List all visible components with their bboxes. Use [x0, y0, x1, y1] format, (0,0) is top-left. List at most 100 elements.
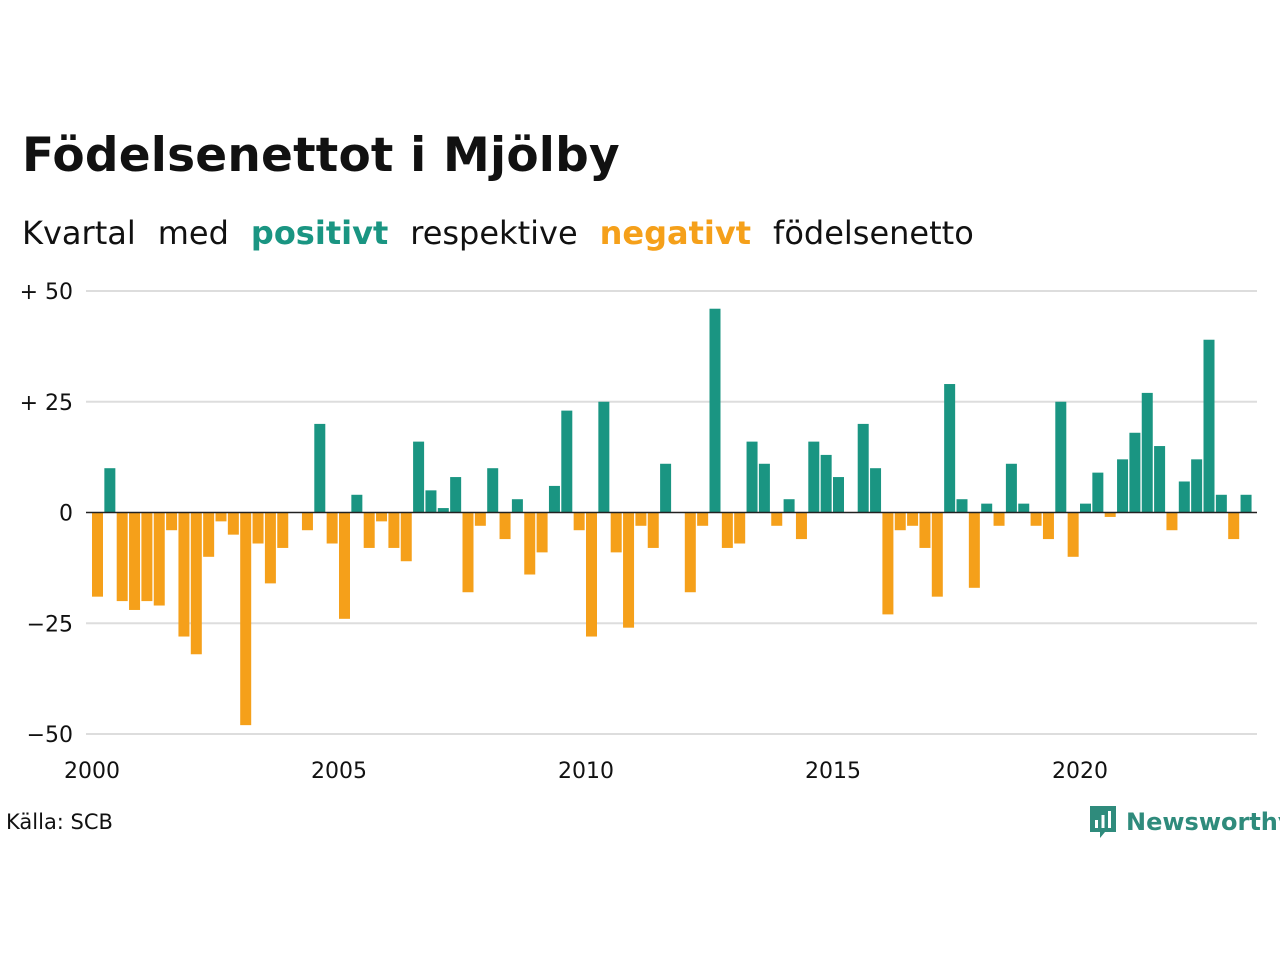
bar: [487, 468, 499, 513]
bar: [116, 512, 128, 602]
x-tick-label: 2010: [558, 759, 614, 784]
bar: [388, 512, 400, 548]
bar: [536, 512, 548, 553]
bar: [561, 410, 573, 513]
bar: [227, 512, 239, 535]
bar: [1129, 432, 1141, 513]
bar: [1104, 512, 1116, 517]
bar: [1141, 392, 1153, 513]
bar: [993, 512, 1005, 526]
bar: [166, 512, 178, 531]
axes: + 50 + 25 0 −25 −50 2000 2005 2010 2015 2020: [20, 280, 1257, 784]
bar: [524, 512, 536, 575]
bar: [129, 512, 141, 610]
bar: [1191, 459, 1203, 513]
bar: [907, 512, 919, 526]
bar: [1005, 463, 1017, 513]
subtitle-negative: negativt: [599, 214, 752, 252]
bar: [746, 441, 758, 513]
bar: [1240, 494, 1252, 513]
y-tick-label: −25: [27, 612, 73, 637]
bar: [462, 512, 474, 593]
bar: [215, 512, 227, 522]
bar: [573, 512, 585, 531]
bar: [623, 512, 635, 628]
bar: [499, 512, 511, 540]
bar: [203, 512, 215, 557]
bar: [1067, 512, 1079, 557]
bar: [153, 512, 165, 606]
bar: [870, 468, 882, 513]
bar: [190, 512, 202, 655]
y-tick-label: 0: [59, 502, 73, 527]
bar: [808, 441, 820, 513]
bar: [1215, 494, 1227, 513]
bar: [833, 477, 844, 513]
x-tick-label: 2000: [64, 759, 120, 784]
newsworthy-brand: Newsworthy: [1088, 804, 1280, 840]
bar: [1092, 472, 1104, 513]
bar: [857, 423, 869, 513]
bar: [1203, 339, 1215, 513]
bar: [758, 463, 770, 513]
bar: [450, 477, 462, 513]
subtitle-text-2: med: [157, 214, 229, 252]
y-tick-label: + 50: [20, 280, 73, 305]
x-tick-label: 2015: [805, 759, 861, 784]
bar: [548, 485, 560, 513]
x-tick-label: 2020: [1052, 759, 1108, 784]
bar: [721, 512, 733, 548]
bar: [1178, 481, 1190, 513]
bar: [1055, 401, 1067, 513]
bar: [1080, 503, 1091, 513]
bar: [944, 384, 956, 513]
bar: [684, 512, 696, 593]
bar: [635, 512, 647, 526]
bar: [647, 512, 659, 548]
bar: [351, 494, 363, 513]
bar: [771, 512, 783, 526]
bar: [92, 512, 103, 597]
bar-chart: + 50 + 25 0 −25 −50 2000 2005 2010 2015 2020: [20, 280, 1257, 784]
subtitle-text-4: födelsenetto: [773, 214, 974, 252]
bar: [400, 512, 412, 562]
bar: [1154, 446, 1166, 513]
newsworthy-logo-icon: [1090, 806, 1116, 838]
x-tick-label: 2005: [311, 759, 367, 784]
bar: [314, 423, 326, 513]
bar: [425, 490, 437, 513]
bar: [697, 512, 709, 526]
bar: [240, 512, 252, 726]
bar: [981, 503, 993, 513]
bar: [820, 454, 832, 513]
subtitle-text-1: Kvartal: [22, 214, 136, 252]
bar: [1042, 512, 1054, 540]
bar: [882, 512, 894, 615]
subtitle-text-3: respektive: [410, 214, 578, 252]
bar: [363, 512, 375, 548]
bar: [734, 512, 746, 544]
bar: [277, 512, 289, 548]
bar: [1030, 512, 1042, 526]
bar: [931, 512, 943, 597]
bar: [660, 463, 672, 513]
bar: [1228, 512, 1240, 540]
bar: [1117, 459, 1129, 513]
bar: [252, 512, 264, 544]
chart-subtitle: Kvartal med positivt respektive negativt föde…: [22, 214, 996, 252]
source-note: Källa: SCB: [6, 810, 113, 834]
bar: [795, 512, 807, 540]
bar: [178, 512, 190, 637]
chart-title: Födelsenettot i Mjölby: [22, 128, 620, 183]
bar: [437, 508, 449, 513]
newsworthy-label: Newsworthy: [1126, 808, 1280, 836]
bar: [919, 512, 931, 548]
bar: [610, 512, 622, 553]
bar: [1018, 503, 1030, 513]
bar: [709, 308, 721, 513]
bar: [413, 441, 425, 513]
bar: [956, 499, 968, 513]
bar: [894, 512, 906, 531]
bar: [1166, 512, 1178, 531]
bars: [92, 308, 1252, 726]
